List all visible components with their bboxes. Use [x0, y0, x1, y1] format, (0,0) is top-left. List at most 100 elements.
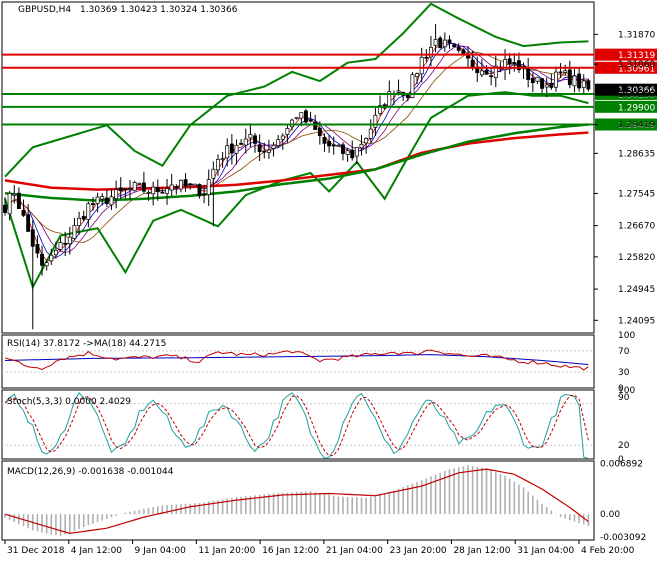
- rsi-tick-label: 30: [618, 368, 630, 378]
- candle-bull: [364, 138, 369, 144]
- level-label-bg: [595, 48, 657, 61]
- rsi-tick-label: 0: [618, 384, 624, 394]
- candle-bear: [317, 127, 322, 137]
- candle-bull: [234, 144, 239, 154]
- main-title: GBPUSD,H4: [18, 5, 71, 15]
- candle-bull: [169, 184, 174, 191]
- candle-bull: [544, 84, 549, 88]
- time-tick-label: 31 Jan 04:00: [517, 546, 574, 556]
- fast-ma-line-3: [4, 51, 589, 243]
- stoch-main-line: [4, 392, 589, 460]
- candle-bear: [262, 150, 267, 153]
- time-tick-label: 11 Jan 20:00: [198, 546, 255, 556]
- stoch-tick-label: 100: [618, 386, 635, 396]
- candle-bull: [442, 39, 447, 48]
- candle-bull: [410, 74, 415, 98]
- candle-bear: [516, 60, 521, 71]
- candle-bull: [294, 117, 299, 119]
- candle-bull: [53, 249, 58, 256]
- level-label: 1.30961: [618, 64, 655, 74]
- candle-bull: [493, 65, 498, 78]
- candle-bear: [540, 78, 545, 89]
- fast-ma-line-2: [4, 45, 589, 253]
- candle-bear: [438, 37, 443, 49]
- candle-bear: [331, 144, 336, 147]
- panel-frames: [1, 1, 595, 541]
- candle-bear: [118, 187, 123, 192]
- candle-bull: [7, 192, 12, 215]
- rsi-panel[interactable]: [2, 349, 594, 373]
- price-tick-label: 1.29419: [618, 121, 655, 131]
- price-tick-label: 1.24945: [618, 285, 655, 295]
- candle-bull: [479, 70, 484, 76]
- candle-bear: [202, 193, 207, 196]
- candle-bull: [151, 186, 156, 195]
- candle-bull: [114, 189, 119, 199]
- candle-bear: [141, 182, 146, 192]
- candle-bull: [95, 196, 100, 204]
- level-label: 1.31319: [618, 51, 655, 61]
- candle-bear: [461, 49, 466, 55]
- candle-bull: [271, 144, 276, 149]
- candle-bull: [216, 158, 220, 171]
- candle-bull: [137, 183, 142, 185]
- candle-bear: [489, 75, 494, 78]
- candle-bear: [3, 204, 7, 213]
- level-label: 1.29419: [618, 121, 655, 131]
- candle-bull: [290, 119, 295, 128]
- macd-tick-label: 0.006892: [600, 459, 643, 469]
- candle-bear: [16, 192, 21, 209]
- candle-bull: [276, 139, 281, 146]
- candle-bull: [100, 196, 105, 200]
- candle-bull: [535, 76, 540, 82]
- candle-bear: [424, 56, 429, 59]
- candle-bull: [429, 46, 433, 58]
- price-tick-label: 1.30250: [618, 90, 655, 100]
- candle-bear: [229, 143, 234, 154]
- candle-bull: [72, 225, 77, 239]
- level-label-bg: [595, 118, 657, 131]
- candle-bear: [308, 119, 313, 122]
- panel-frame-rsi: [1, 334, 595, 389]
- candle-bear: [188, 183, 193, 186]
- candle-bull: [554, 71, 558, 88]
- price-panel[interactable]: 1.31319 1.30961 1.30250 1.29900 1.29419 1.303…: [2, 2, 657, 330]
- candle-bear: [91, 203, 95, 206]
- candle-bull: [373, 114, 378, 128]
- candle-bear: [21, 209, 26, 216]
- candle-bull: [248, 134, 253, 139]
- candle-bull: [132, 182, 137, 191]
- candle-bear: [577, 73, 582, 89]
- macd-signal-line: [4, 468, 589, 534]
- candle-bear: [197, 184, 202, 197]
- price-tick-label: 1.31060: [618, 60, 655, 70]
- candle-bear: [470, 59, 475, 68]
- price-tick-label: 1.26670: [618, 222, 655, 232]
- candle-bull: [165, 188, 169, 194]
- candle-bull: [146, 192, 151, 194]
- candle-bear: [257, 144, 262, 152]
- candle-bull: [572, 75, 577, 87]
- candle-bear: [63, 242, 68, 245]
- candle-bear: [327, 141, 332, 147]
- rsi-tick-label: 70: [618, 347, 630, 357]
- macd-panel[interactable]: [4, 465, 590, 537]
- candle-bull: [285, 128, 290, 135]
- time-tick-label: 31 Dec 2018: [7, 546, 65, 556]
- candle-bull: [77, 217, 82, 226]
- candle-bull: [299, 112, 304, 119]
- candle-bull: [206, 179, 211, 195]
- candle-bull: [128, 188, 132, 190]
- candle-bull: [378, 105, 382, 114]
- candle-bear: [512, 62, 517, 64]
- candle-bear: [526, 67, 531, 80]
- candle-bull: [415, 73, 420, 78]
- time-tick-label: 28 Jan 12:00: [453, 546, 510, 556]
- stoch-panel[interactable]: [2, 392, 594, 460]
- candle-bear: [174, 186, 179, 188]
- candle-bear: [26, 214, 31, 232]
- candle-bear: [466, 55, 470, 59]
- candle-bear: [253, 135, 257, 144]
- candle-bear: [160, 191, 165, 194]
